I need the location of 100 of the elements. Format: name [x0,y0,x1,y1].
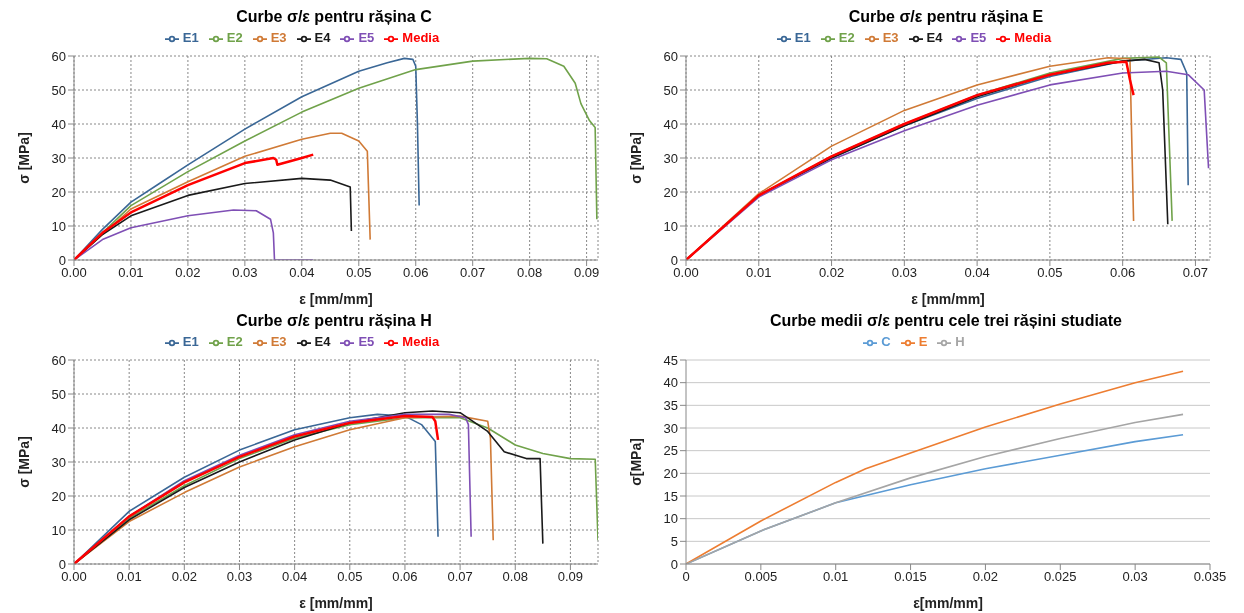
legend-label: E1 [182,334,199,349]
y-tick-label: 40 [663,116,678,132]
y-tick-label: 35 [663,397,678,413]
x-tick-label: 0.01 [116,569,142,585]
x-tick-label: 0.01 [118,265,144,281]
y-tick-label: 50 [51,82,66,98]
x-tick-label: 0.06 [392,569,418,585]
x-tick-label: 0.03 [891,265,917,281]
x-tick-label: 0.04 [964,265,990,281]
x-tick-label: 0.08 [517,265,543,281]
x-tick-label: 0.035 [1193,569,1227,585]
y-tick-label: 45 [663,352,678,368]
legend-label: E2 [838,30,855,45]
legend-label: E1 [182,30,199,45]
legend-label: E5 [358,334,375,349]
x-axis-title: ε [mm/mm] [299,595,373,611]
y-axis-title: σ[MPa] [627,438,644,486]
x-axis-title: ε [mm/mm] [911,291,985,307]
y-tick-label: 0 [58,252,66,268]
legend-label: E2 [226,30,243,45]
y-tick-label: 20 [51,184,66,200]
x-tick-label: 0.01 [823,569,849,585]
legend-label: E5 [970,30,987,45]
x-tick-label: 0.025 [1044,569,1077,585]
legend-label: E3 [270,30,287,45]
legend-label: E1 [794,30,811,45]
x-tick-label: 0.02 [818,265,845,281]
x-tick-label: 0.09 [557,569,584,585]
y-tick-label: 30 [51,454,66,470]
x-tick-label: 0.07 [1182,265,1209,281]
chart-title: Curbe σ/ε pentru rășina C [235,8,433,27]
x-tick-label: 0.04 [281,569,308,585]
y-tick-label: 40 [663,375,678,391]
x-tick-label: 0.05 [346,265,372,281]
x-tick-label: 0.03 [226,569,253,585]
legend-label: H [955,334,965,349]
y-tick-label: 10 [51,218,66,234]
y-tick-label: 30 [663,150,678,166]
y-tick-label: 15 [663,488,678,504]
y-tick-label: 60 [51,352,66,368]
x-tick-label: 0.07 [447,569,473,585]
x-tick-label: 0.05 [1037,265,1063,281]
x-tick-label: 0.005 [744,569,778,585]
y-tick-label: 0 [670,252,678,268]
line-series [74,153,315,260]
x-tick-label: 0 [682,569,690,585]
x-tick-label: 0.02 [171,569,197,585]
x-tick-label: 0.02 [175,265,201,281]
x-tick-label: 0.06 [403,265,429,281]
x-tick-label: 0.03 [1122,569,1148,585]
line-series [686,370,1184,564]
y-tick-label: 10 [663,511,678,527]
x-tick-label: 0.00 [61,569,87,585]
x-tick-label: 0.00 [61,265,87,281]
chart-title: Curbe medii σ/ε pentru cele trei rășini studiate [769,312,1123,331]
y-tick-label: 5 [670,533,678,549]
y-tick-label: 40 [51,420,66,436]
x-tick-label: 0.06 [1110,265,1136,281]
y-tick-label: 25 [663,443,678,459]
legend-label: E4 [926,30,943,45]
x-axis-title: ε [mm/mm] [299,291,373,307]
legend-label: E4 [314,334,331,349]
chart-title: Curbe σ/ε pentru rășina H [235,312,433,331]
legend-label: E3 [882,30,899,45]
legend-label: E3 [270,334,287,349]
x-tick-label: 0.03 [232,265,258,281]
x-tick-label: 0.00 [673,265,699,281]
x-tick-label: 0.015 [894,569,927,585]
x-tick-label: 0.02 [972,569,999,585]
y-axis-title: σ [MPa] [15,132,32,184]
y-tick-label: 10 [51,522,66,538]
x-tick-label: 0.09 [573,265,600,281]
y-tick-label: 50 [51,386,66,402]
y-tick-label: 30 [51,150,66,166]
y-tick-label: 20 [663,184,678,200]
x-tick-label: 0.01 [746,265,772,281]
x-tick-label: 0.07 [460,265,486,281]
legend-label: E [918,334,928,349]
y-tick-label: 60 [51,48,66,64]
legend-label: E2 [226,334,243,349]
y-tick-label: 40 [51,116,66,132]
legend-label: C [881,334,891,349]
x-tick-label: 0.08 [502,569,528,585]
legend-label: E4 [314,30,331,45]
y-axis-title: σ [MPa] [15,436,32,488]
chart-title: Curbe σ/ε pentru rășina E [847,8,1045,27]
y-tick-label: 30 [663,420,678,436]
legend-label: Media [402,30,440,45]
y-tick-label: 10 [663,218,678,234]
x-tick-label: 0.04 [289,265,315,281]
y-tick-label: 20 [663,465,678,481]
y-tick-label: 0 [670,556,678,572]
x-axis-title: ε[mm/mm] [913,595,983,611]
y-tick-label: 0 [58,556,66,572]
legend-label: Media [1014,30,1052,45]
x-tick-label: 0.05 [337,569,363,585]
y-tick-label: 20 [51,488,66,504]
legend-label: E5 [358,30,375,45]
y-tick-label: 60 [663,48,678,64]
legend-label: Media [402,334,440,349]
